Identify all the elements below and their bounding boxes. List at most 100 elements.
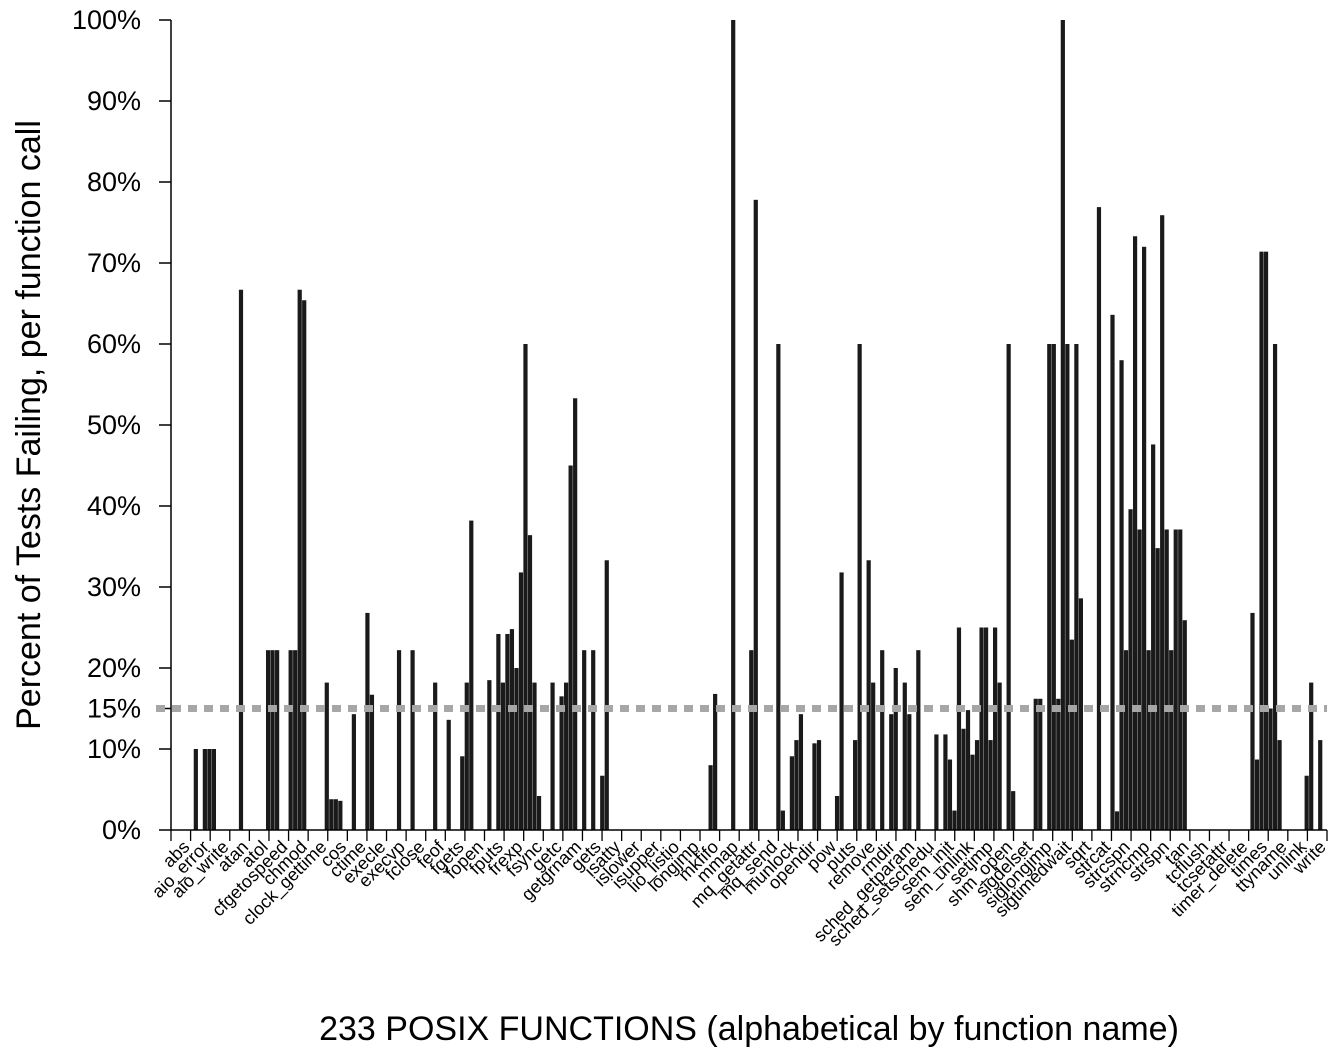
bar [1272,344,1278,830]
bar [288,650,293,830]
bar [396,650,402,830]
bar [979,627,984,830]
bar [798,714,804,830]
bar [333,799,338,830]
bar [275,650,280,830]
y-tick-label: 10% [87,734,141,764]
bar [1047,344,1052,830]
bar [1033,698,1038,830]
bar [600,775,605,830]
bar [324,682,329,830]
bar [518,572,524,830]
y-tick-label: 60% [87,329,141,359]
bar [789,756,794,830]
bar [559,696,564,830]
bar [1114,811,1120,830]
bar [464,682,469,830]
bar [1078,598,1083,830]
bar [1119,360,1124,830]
bar [1060,20,1065,830]
bar [573,398,578,830]
bar [794,740,799,830]
x-axis-ticks [170,830,1328,841]
bar [238,289,244,831]
bar [853,740,858,830]
bar [916,650,921,830]
bar [1151,444,1156,830]
bar [731,20,736,830]
bar [338,800,343,830]
bar [1309,682,1314,830]
bar [839,572,844,830]
y-tick-label: 100% [72,5,141,35]
y-tick-label: 80% [87,167,141,197]
bar [514,668,519,830]
bar [433,682,438,830]
bar [866,560,871,830]
y-tick-label: 50% [87,410,141,440]
bar [582,650,587,830]
bar [943,734,948,830]
bar [1160,215,1165,830]
bar [1065,344,1070,830]
bar [351,714,356,830]
bar [207,749,212,830]
bar [934,734,939,830]
bar [460,756,465,830]
bar [496,633,501,830]
bar [1169,650,1174,830]
bar [532,682,537,830]
y-tick-label: 30% [87,572,141,602]
bar [889,714,894,830]
bar [1123,650,1129,830]
bar [1051,344,1056,830]
y-tick-label: 90% [87,86,141,116]
y-tick-label: 0% [102,815,141,845]
bar [749,650,754,830]
bar [193,749,198,830]
bar [369,694,375,830]
y-axis-ticks: 0% 10% 15% 20% 30% 40% 50% 60% 70% 80% 90% 100% [72,5,171,845]
bar [1263,251,1269,830]
bar [907,714,912,830]
bar [1277,740,1282,830]
bar [988,740,993,830]
bar [1069,639,1074,830]
bar [1173,529,1178,830]
bar [1254,759,1260,830]
bar [834,795,840,830]
bar [202,749,207,830]
bar [527,535,533,830]
bar [523,344,528,830]
bar [1006,344,1011,830]
bar [816,740,822,830]
bar [1250,612,1255,830]
bar [536,795,542,830]
bar [1128,509,1133,830]
bar [1132,236,1138,830]
y-tick-label: 70% [87,248,141,278]
bar [1056,698,1061,830]
bar [293,650,298,830]
bar [500,682,505,830]
bar [893,668,898,830]
bar [970,754,975,830]
bar [297,289,302,831]
x-axis-tick-labels: absaio_erroraio_writeatanatolcfgetospeed… [148,836,1330,951]
bars [193,20,1323,831]
bar [446,719,451,830]
bar [880,650,885,830]
bar [1038,698,1043,830]
bar [812,743,817,830]
bar [1142,246,1147,831]
bar [410,650,415,830]
bar [974,740,980,830]
bar [1182,620,1187,830]
bar [780,810,785,830]
bar [871,682,876,830]
bar [1011,791,1016,830]
bar [857,344,862,830]
bar [753,199,758,830]
bar [1155,548,1160,830]
